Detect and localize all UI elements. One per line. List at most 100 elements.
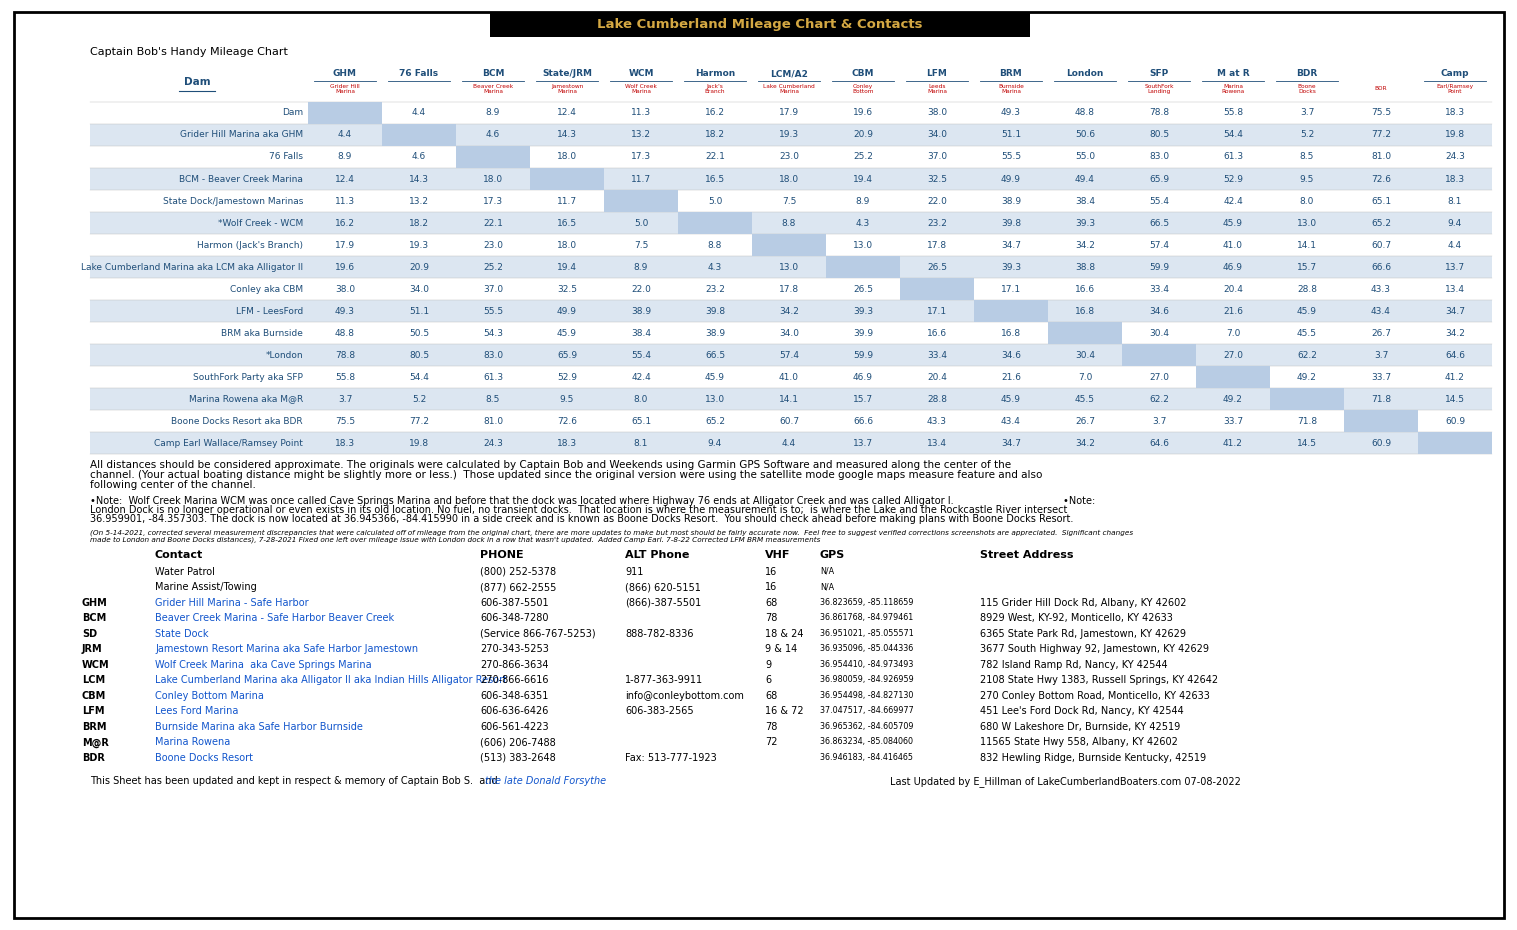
Text: 8.5: 8.5	[1300, 153, 1314, 162]
Text: Lake Cumberland Marina aka LCM aka Alligator II: Lake Cumberland Marina aka LCM aka Allig…	[80, 262, 303, 272]
Text: 7.5: 7.5	[634, 241, 648, 249]
Text: 16 & 72: 16 & 72	[765, 707, 804, 716]
Text: 15.7: 15.7	[853, 394, 874, 404]
Text: 49.2: 49.2	[1223, 394, 1242, 404]
Text: 43.4: 43.4	[1371, 307, 1391, 315]
Text: 54.4: 54.4	[410, 373, 429, 381]
Text: 78: 78	[765, 722, 777, 732]
Text: 4.4: 4.4	[781, 439, 796, 447]
Text: channel. (Your actual boating distance might be slightly more or less.)  Those u: channel. (Your actual boating distance m…	[90, 470, 1042, 480]
Text: 43.3: 43.3	[1371, 285, 1391, 294]
FancyBboxPatch shape	[90, 212, 1493, 234]
Text: 54.3: 54.3	[482, 328, 504, 338]
Text: 72: 72	[765, 737, 778, 748]
Text: Conley Bottom Marina: Conley Bottom Marina	[155, 691, 264, 701]
Text: 17.1: 17.1	[927, 307, 947, 315]
Text: 57.4: 57.4	[780, 351, 799, 360]
Text: 18.0: 18.0	[557, 153, 576, 162]
Text: State Dock/Jamestown Marinas: State Dock/Jamestown Marinas	[162, 196, 303, 206]
Text: 9.5: 9.5	[1300, 175, 1314, 183]
Text: 34.2: 34.2	[780, 307, 799, 315]
Text: LFM: LFM	[82, 707, 105, 716]
Text: 37.0: 37.0	[927, 153, 947, 162]
Text: 14.3: 14.3	[410, 175, 429, 183]
Text: 16: 16	[765, 567, 777, 577]
Text: 41.2: 41.2	[1223, 439, 1242, 447]
Text: •Note:  Wolf Creek Marina WCM was once called Cave Springs Marina and before tha: •Note: Wolf Creek Marina WCM was once ca…	[90, 496, 1095, 506]
Text: 66.6: 66.6	[1371, 262, 1391, 272]
Text: 49.9: 49.9	[557, 307, 576, 315]
Text: 28.8: 28.8	[1297, 285, 1317, 294]
Text: 36.980059, -84.926959: 36.980059, -84.926959	[821, 675, 913, 684]
FancyBboxPatch shape	[529, 168, 604, 190]
Text: 59.9: 59.9	[1148, 262, 1170, 272]
Text: 65.9: 65.9	[557, 351, 576, 360]
Text: 17.3: 17.3	[482, 196, 504, 206]
Text: Boone Docks Resort aka BDR: Boone Docks Resort aka BDR	[171, 417, 303, 426]
Text: 3.7: 3.7	[1151, 417, 1167, 426]
Text: BCM: BCM	[482, 70, 504, 78]
Text: 62.2: 62.2	[1148, 394, 1170, 404]
FancyBboxPatch shape	[1195, 366, 1270, 388]
Text: 11.3: 11.3	[631, 109, 651, 117]
Text: 911: 911	[625, 567, 643, 577]
Text: 45.9: 45.9	[1001, 394, 1021, 404]
Text: 55.5: 55.5	[482, 307, 504, 315]
Text: 52.9: 52.9	[557, 373, 576, 381]
Text: 45.5: 45.5	[1297, 328, 1317, 338]
Text: LFM - LeesFord: LFM - LeesFord	[235, 307, 303, 315]
Text: 11.3: 11.3	[335, 196, 355, 206]
Text: 115 Grider Hill Dock Rd, Albany, KY 42602: 115 Grider Hill Dock Rd, Albany, KY 4260…	[980, 598, 1186, 608]
Text: 8.1: 8.1	[1447, 196, 1462, 206]
Text: BCM: BCM	[82, 614, 106, 623]
Text: 36.959901, -84.357303. The dock is now located at 36.945366, -84.415990 in a sid: 36.959901, -84.357303. The dock is now l…	[90, 514, 1074, 525]
Text: 19.4: 19.4	[853, 175, 872, 183]
Text: N/A: N/A	[821, 567, 834, 576]
Text: 18.3: 18.3	[557, 439, 576, 447]
Text: 18.0: 18.0	[778, 175, 799, 183]
Text: LCM/A2: LCM/A2	[771, 70, 809, 78]
FancyBboxPatch shape	[90, 124, 1493, 146]
Text: 60.7: 60.7	[1371, 241, 1391, 249]
Text: Earl/Ramsey
Point: Earl/Ramsey Point	[1437, 84, 1473, 94]
Text: 13.0: 13.0	[1297, 219, 1317, 228]
Text: SouthFork Party aka SFP: SouthFork Party aka SFP	[193, 373, 303, 381]
Text: 33.7: 33.7	[1223, 417, 1242, 426]
Text: 20.9: 20.9	[853, 130, 872, 140]
Text: 16.2: 16.2	[705, 109, 725, 117]
Text: 15.7: 15.7	[1297, 262, 1317, 272]
Text: 43.3: 43.3	[927, 417, 947, 426]
Text: 18.2: 18.2	[705, 130, 725, 140]
Text: 13.0: 13.0	[853, 241, 874, 249]
Text: 19.3: 19.3	[410, 241, 429, 249]
Text: 19.6: 19.6	[335, 262, 355, 272]
Text: 17.1: 17.1	[1001, 285, 1021, 294]
Text: BDR: BDR	[82, 753, 105, 763]
Text: 18.0: 18.0	[482, 175, 504, 183]
Text: ALT Phone: ALT Phone	[625, 551, 689, 561]
Text: This Sheet has been updated and kept in respect & memory of Captain Bob S.  and: This Sheet has been updated and kept in …	[90, 777, 498, 787]
Text: 16.6: 16.6	[927, 328, 947, 338]
Text: Lake Cumberland
Marina: Lake Cumberland Marina	[763, 84, 815, 94]
Text: 8.0: 8.0	[1300, 196, 1314, 206]
Text: 8.8: 8.8	[708, 241, 722, 249]
Text: 11.7: 11.7	[557, 196, 576, 206]
Text: JRM: JRM	[82, 644, 103, 655]
Text: 38.9: 38.9	[631, 307, 651, 315]
Text: 8929 West, KY-92, Monticello, KY 42633: 8929 West, KY-92, Monticello, KY 42633	[980, 614, 1173, 623]
Text: 55.8: 55.8	[1223, 109, 1242, 117]
Text: 270 Conley Bottom Road, Monticello, KY 42633: 270 Conley Bottom Road, Monticello, KY 4…	[980, 691, 1211, 701]
FancyBboxPatch shape	[1418, 432, 1493, 454]
Text: 80.5: 80.5	[410, 351, 429, 360]
Text: 60.7: 60.7	[778, 417, 799, 426]
Text: 13.2: 13.2	[410, 196, 429, 206]
Text: 9: 9	[765, 660, 771, 670]
Text: Harmon: Harmon	[695, 70, 736, 78]
Text: Grider Hill Marina - Safe Harbor: Grider Hill Marina - Safe Harbor	[155, 598, 308, 608]
Text: 23.0: 23.0	[780, 153, 799, 162]
Text: 38.9: 38.9	[1001, 196, 1021, 206]
Text: 5.0: 5.0	[634, 219, 648, 228]
Text: 65.2: 65.2	[1371, 219, 1391, 228]
Text: 41.2: 41.2	[1446, 373, 1465, 381]
Text: 680 W Lakeshore Dr, Burnside, KY 42519: 680 W Lakeshore Dr, Burnside, KY 42519	[980, 722, 1180, 732]
